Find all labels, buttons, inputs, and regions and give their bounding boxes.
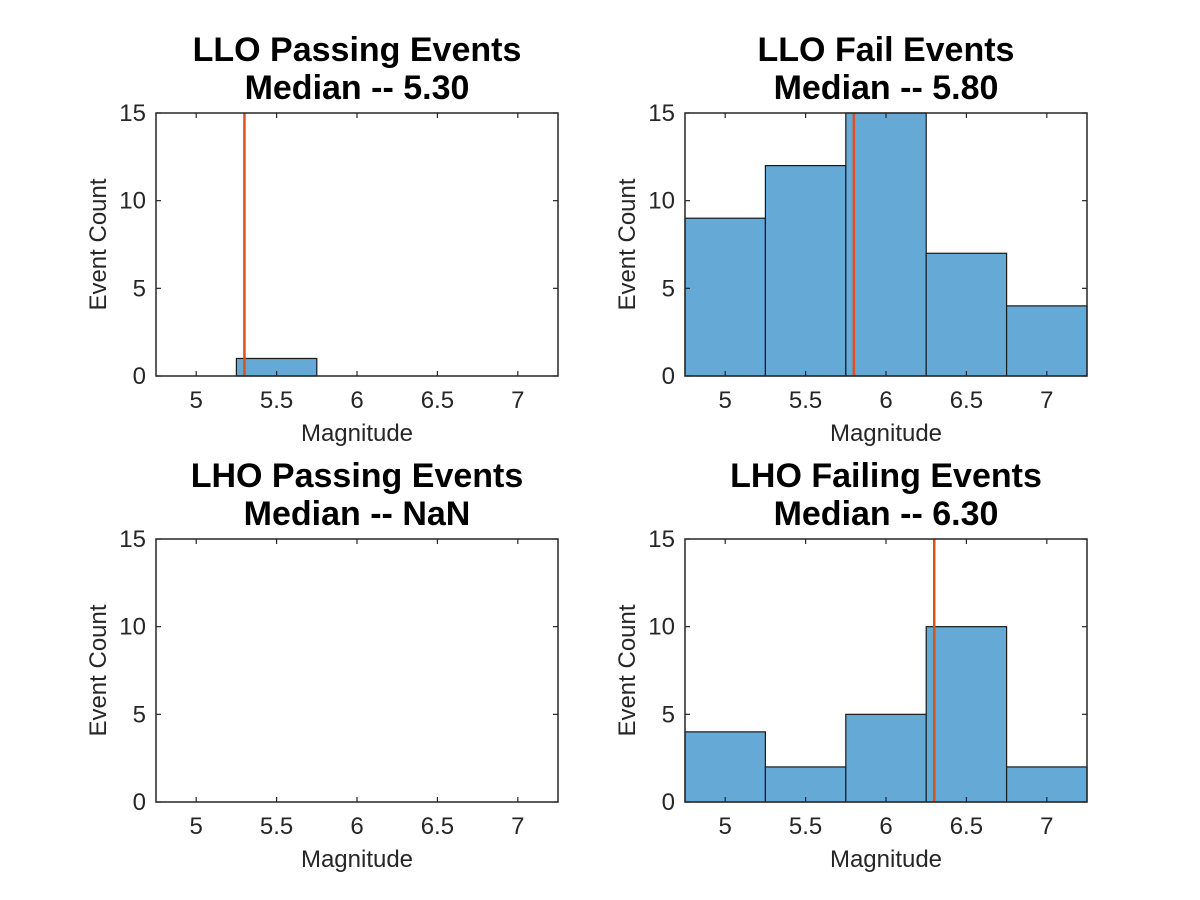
histogram-bar <box>845 112 927 377</box>
y-tick-label: 0 <box>662 363 675 390</box>
x-tick-label: 6.5 <box>421 813 454 840</box>
histogram-bar <box>925 252 1008 377</box>
chart-title-line-1: LHO Failing Events <box>730 457 1042 495</box>
x-tick-label: 7 <box>511 813 524 840</box>
y-tick-label: 10 <box>119 188 146 215</box>
chart-title-line-2: Median -- 6.30 <box>774 495 999 533</box>
histogram-bar <box>764 165 847 377</box>
x-tick-label: 5 <box>719 387 732 414</box>
panel-4: 5 5.5 6 6.5 7 0 5 10 15 Magnitude Event Count LHO F… <box>614 457 1088 873</box>
y-tick-label: 10 <box>119 614 146 641</box>
y-tick-label: 15 <box>648 100 675 127</box>
x-axis-label: Magnitude <box>830 846 942 873</box>
x-tick-label: 5 <box>190 813 203 840</box>
y-axis-label: Event Count <box>85 178 112 310</box>
chart-title-line-1: LLO Fail Events <box>758 31 1015 69</box>
y-tick-label: 5 <box>662 701 675 728</box>
chart-title-line-2: Median -- NaN <box>244 495 471 533</box>
histogram-bar <box>684 217 767 377</box>
y-tick-label: 5 <box>133 701 146 728</box>
panel-1: 5 5.5 6 6.5 7 0 5 10 15 Magnitude Event Count LLO P… <box>85 31 559 447</box>
x-tick-label: 5.5 <box>260 387 293 414</box>
x-tick-label: 6.5 <box>950 387 983 414</box>
x-tick-label: 5.5 <box>260 813 293 840</box>
x-tick-label: 7 <box>1040 813 1053 840</box>
y-tick-label: 5 <box>662 275 675 302</box>
panel-3: 5 5.5 6 6.5 7 0 5 10 15 Magnitude Event Count LHO P… <box>85 457 559 873</box>
y-tick-label: 15 <box>648 526 675 553</box>
histogram-bar <box>1005 766 1088 803</box>
y-tick-label: 10 <box>648 614 675 641</box>
y-axis-label: Event Count <box>614 604 641 736</box>
x-tick-label: 5 <box>190 387 203 414</box>
x-axis-label: Magnitude <box>301 846 413 873</box>
histogram-bar <box>684 731 767 803</box>
x-axis-label: Magnitude <box>301 420 413 447</box>
x-tick-label: 6.5 <box>421 387 454 414</box>
y-tick-label: 15 <box>119 526 146 553</box>
chart-title-line-1: LHO Passing Events <box>191 457 524 495</box>
x-tick-label: 7 <box>511 387 524 414</box>
x-tick-label: 5.5 <box>789 387 822 414</box>
histogram-bar <box>764 766 847 803</box>
chart-title-line-2: Median -- 5.80 <box>774 69 999 107</box>
x-tick-label: 5.5 <box>789 813 822 840</box>
plot-area <box>156 113 558 376</box>
histogram-bar <box>1005 305 1088 377</box>
y-axis-label: Event Count <box>85 604 112 736</box>
chart-title-line-1: LLO Passing Events <box>193 31 522 69</box>
x-tick-label: 6 <box>350 387 363 414</box>
y-tick-label: 15 <box>119 100 146 127</box>
y-tick-label: 5 <box>133 275 146 302</box>
x-axis-label: Magnitude <box>830 420 942 447</box>
y-axis-label: Event Count <box>614 178 641 310</box>
panel-2: 5 5.5 6 6.5 7 0 5 10 15 Magnitude Event Count LLO F… <box>614 31 1088 447</box>
y-tick-label: 10 <box>648 188 675 215</box>
y-tick-label: 0 <box>133 789 146 816</box>
x-tick-label: 6 <box>350 813 363 840</box>
y-tick-label: 0 <box>662 789 675 816</box>
y-tick-label: 0 <box>133 363 146 390</box>
chart-title-line-2: Median -- 5.30 <box>245 69 470 107</box>
x-tick-label: 6 <box>879 387 892 414</box>
x-tick-label: 6 <box>879 813 892 840</box>
histogram-bar <box>845 713 927 803</box>
plot-area <box>156 539 558 802</box>
x-tick-label: 7 <box>1040 387 1053 414</box>
histogram-bar <box>925 626 1008 803</box>
x-tick-label: 5 <box>719 813 732 840</box>
x-tick-label: 6.5 <box>950 813 983 840</box>
